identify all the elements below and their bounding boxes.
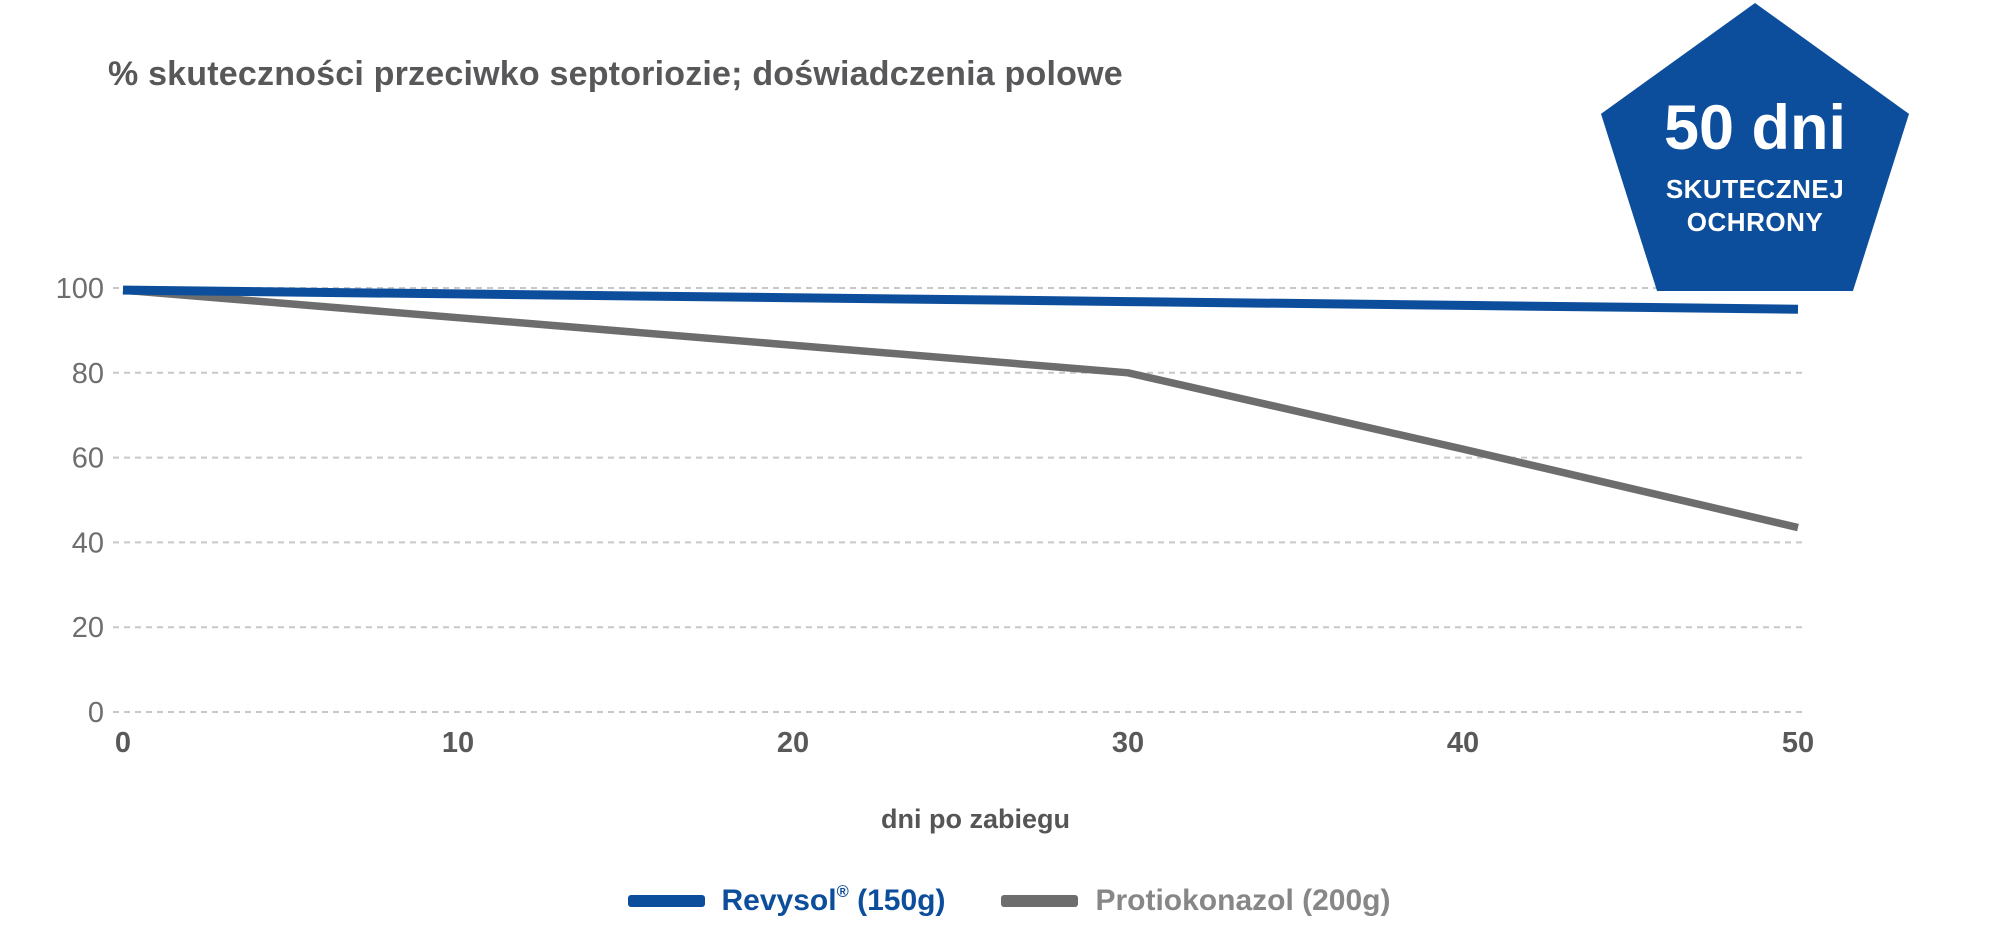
xtick-label-0: 0 (115, 727, 131, 759)
ytick-label-0: 0 (88, 697, 104, 729)
badge-subtitle: SKUTECZNEJ OCHRONY (1601, 173, 1909, 239)
xtick-label-30: 30 (1112, 727, 1144, 759)
ytick-label-40: 40 (72, 527, 104, 559)
series-line-protiokonazol (122, 286, 1799, 532)
badge-value: 50 dni (1663, 93, 1847, 163)
badge-subtitle-line1: SKUTECZNEJ (1665, 174, 1845, 204)
legend-label-protiokonazol-name: Protiokonazol (1095, 884, 1294, 917)
xtick-label-20: 20 (777, 727, 809, 759)
ytick-label-20: 20 (72, 612, 104, 644)
legend-label-revysol-name: Revysol (721, 884, 837, 917)
xtick-label-50: 50 (1782, 727, 1814, 759)
series-line-revysol (122, 285, 1799, 314)
ytick-label-100: 100 (56, 273, 104, 305)
x-axis-label: dni po zabiegu (881, 804, 1070, 834)
legend-label-revysol-reg-mark: ® (836, 883, 849, 902)
legend-label-revysol-dose: (150g) (848, 884, 946, 917)
legend-label-revysol: Revysol® (150g) (721, 883, 946, 918)
legend-swatch-revysol (627, 895, 705, 907)
legend-label-protiokonazol-dose: (200g) (1293, 884, 1391, 917)
legend-item-revysol: Revysol® (150g) (627, 883, 946, 918)
chart-title: % skuteczności przeciwko septoriozie; do… (108, 55, 1123, 93)
legend-swatch-protiokonazol (1001, 895, 1079, 907)
chart-legend: Revysol® (150g) Protiokonazol (200g) (9, 883, 2000, 918)
xtick-label-10: 10 (442, 727, 474, 759)
ytick-label-80: 80 (72, 358, 104, 390)
legend-label-protiokonazol: Protiokonazol (200g) (1095, 884, 1390, 918)
xtick-label-40: 40 (1447, 727, 1479, 759)
badge-subtitle-line2: OCHRONY (1686, 207, 1824, 237)
ytick-label-60: 60 (72, 443, 104, 475)
legend-item-protiokonazol: Protiokonazol (200g) (1001, 884, 1391, 918)
